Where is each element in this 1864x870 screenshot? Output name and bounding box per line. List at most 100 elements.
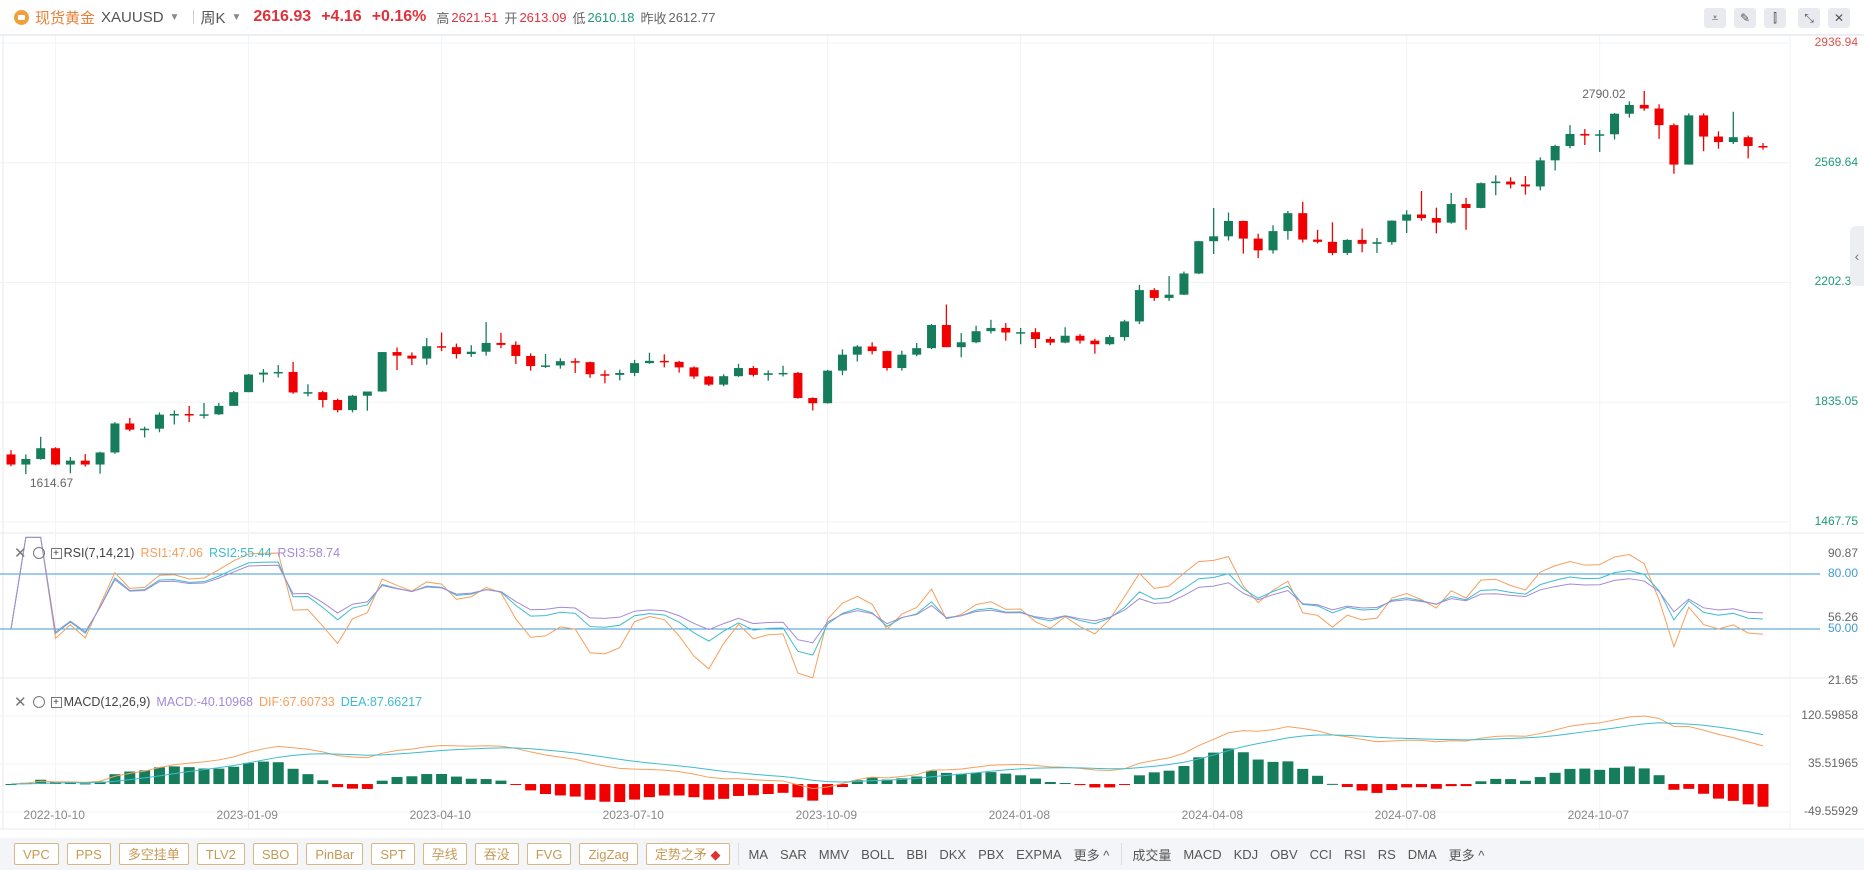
macd-histogram-bar <box>733 784 745 796</box>
period-selector[interactable]: 周K <box>200 9 226 27</box>
macd-histogram-bar <box>896 778 908 785</box>
sub-indicator-button[interactable]: 成交量 <box>1132 847 1172 863</box>
expand-icon[interactable]: + <box>50 696 62 708</box>
symbol-dropdown-icon[interactable]: ▼ <box>169 11 180 23</box>
macd-histogram-bar <box>643 784 655 798</box>
indicator-line-icon[interactable]: ⩡ <box>1704 8 1726 28</box>
main-indicator-button[interactable]: MMV <box>818 846 850 862</box>
sub-indicator-button[interactable]: RSI <box>1344 846 1366 862</box>
sub-indicator-button[interactable]: OBV <box>1270 846 1298 862</box>
macd-histogram-bar <box>287 768 299 785</box>
pattern-button[interactable]: 定势之矛 ◆ <box>645 843 730 865</box>
macd-histogram-bar <box>1683 784 1695 789</box>
chart-area[interactable]: ✕ + RSI(7,14,21) RSI1:47.06 RSI2:55.44 R… <box>0 35 1864 836</box>
main-indicator-button[interactable]: BBI <box>906 846 928 862</box>
sub-indicator-button[interactable]: KDJ <box>1233 846 1259 862</box>
symbol-name[interactable]: 现货黄金 <box>35 9 96 27</box>
macd-histogram-bar <box>807 784 819 801</box>
main-indicator-button[interactable]: 更多 ^ <box>1073 847 1110 863</box>
macd-histogram-bar <box>346 784 358 789</box>
sub-indicator-button[interactable]: 更多 ^ <box>1448 847 1485 863</box>
macd-histogram-bar <box>139 770 151 785</box>
main-indicator-button[interactable]: PBX <box>978 846 1005 862</box>
sub-indicator-button[interactable]: CCI <box>1309 846 1333 862</box>
collapse-icon[interactable]: ⤡ <box>1798 8 1820 28</box>
close-icon[interactable]: ✕ <box>14 545 27 562</box>
main-indicator-button[interactable]: BOLL <box>861 846 895 862</box>
pattern-button[interactable]: SBO <box>252 843 299 865</box>
pattern-button[interactable]: TLV2 <box>196 843 245 865</box>
macd-histogram-bar <box>1119 784 1131 786</box>
macd-histogram-bar <box>1237 752 1249 785</box>
candle-up <box>778 372 788 375</box>
pattern-button[interactable]: VPC <box>14 843 59 865</box>
candle-down <box>704 376 714 385</box>
candle-down <box>1001 327 1011 333</box>
main-indicator-button[interactable]: MA <box>748 846 769 862</box>
pattern-button[interactable]: SPT <box>371 843 415 865</box>
pencil-icon[interactable]: ✎ <box>1734 8 1756 28</box>
main-indicator-button[interactable]: DKX <box>939 846 967 862</box>
candle-up <box>377 352 387 392</box>
candle-up <box>1476 183 1486 208</box>
candle-up <box>481 342 491 352</box>
candle-up <box>1728 137 1738 143</box>
pattern-button[interactable]: ZigZag <box>579 843 638 865</box>
macd-histogram-bar <box>5 784 17 786</box>
expand-icon[interactable]: + <box>50 547 62 559</box>
pattern-button[interactable]: PinBar <box>306 843 364 865</box>
close-icon[interactable]: ✕ <box>1828 8 1850 28</box>
candle-up <box>555 361 565 366</box>
macd-histogram-bar <box>1668 784 1680 790</box>
rsi-level-label: 80.00 <box>1827 566 1858 580</box>
main-indicator-button[interactable]: SAR <box>780 846 807 862</box>
candle-up <box>1387 220 1397 243</box>
pattern-button[interactable]: FVG <box>526 843 572 865</box>
max-price-marker: 2790.02 <box>1582 86 1626 101</box>
sub-indicator-button[interactable]: DMA <box>1407 846 1437 862</box>
candle-up <box>1105 337 1115 345</box>
period-dropdown-icon[interactable]: ▼ <box>231 11 242 23</box>
rsi-title: RSI(7,14,21) <box>63 546 135 560</box>
candlestick-icon[interactable]: ⫿ <box>1764 8 1786 28</box>
main-indicator-button[interactable]: EXPMA <box>1016 846 1062 862</box>
macd-histogram-bar <box>747 784 759 796</box>
open-label: 开 <box>504 10 518 26</box>
macd-histogram-bar <box>970 772 982 785</box>
macd-histogram-bar <box>1029 778 1041 785</box>
close-icon[interactable]: ✕ <box>14 694 27 711</box>
macd-histogram-bar <box>1282 761 1294 785</box>
macd-histogram-bar <box>1742 784 1754 805</box>
prev-close-value: 2612.77 <box>668 9 716 25</box>
pattern-button[interactable]: 多空挂单 <box>118 843 189 865</box>
macd-histogram-bar <box>1163 770 1175 785</box>
candle-down <box>1357 239 1367 244</box>
macd-histogram-bar <box>1445 784 1457 787</box>
candle-down <box>867 346 877 352</box>
settings-icon[interactable] <box>32 547 45 559</box>
sub-indicator-button[interactable]: MACD <box>1183 846 1222 862</box>
sub-indicator-button[interactable]: RS <box>1377 846 1396 862</box>
candle-down <box>659 360 669 363</box>
pattern-button[interactable]: 孕线 <box>422 843 467 865</box>
symbol-code[interactable]: XAUUSD <box>101 8 164 26</box>
pattern-button[interactable]: PPS <box>66 843 111 865</box>
candle-up <box>1060 335 1070 343</box>
candle-up <box>362 391 372 396</box>
dea-line <box>10 722 1764 785</box>
low-value: 2610.18 <box>587 9 635 25</box>
candle-up <box>1016 332 1026 334</box>
settings-icon[interactable] <box>32 696 45 708</box>
candle-down <box>941 324 951 348</box>
candle-up <box>1550 146 1560 161</box>
candle-down <box>674 361 684 368</box>
macd-histogram-bar <box>510 784 522 786</box>
candle-up <box>65 460 75 465</box>
chart-canvas[interactable] <box>0 36 1864 836</box>
collapse-panel-button[interactable]: ‹ <box>1850 226 1864 286</box>
candle-down <box>1758 146 1768 148</box>
pattern-button[interactable]: 吞没 <box>474 843 519 865</box>
prev-close-label: 昨收 <box>640 10 667 26</box>
macd-histogram-bar <box>332 784 344 788</box>
candle-down <box>1639 104 1649 109</box>
